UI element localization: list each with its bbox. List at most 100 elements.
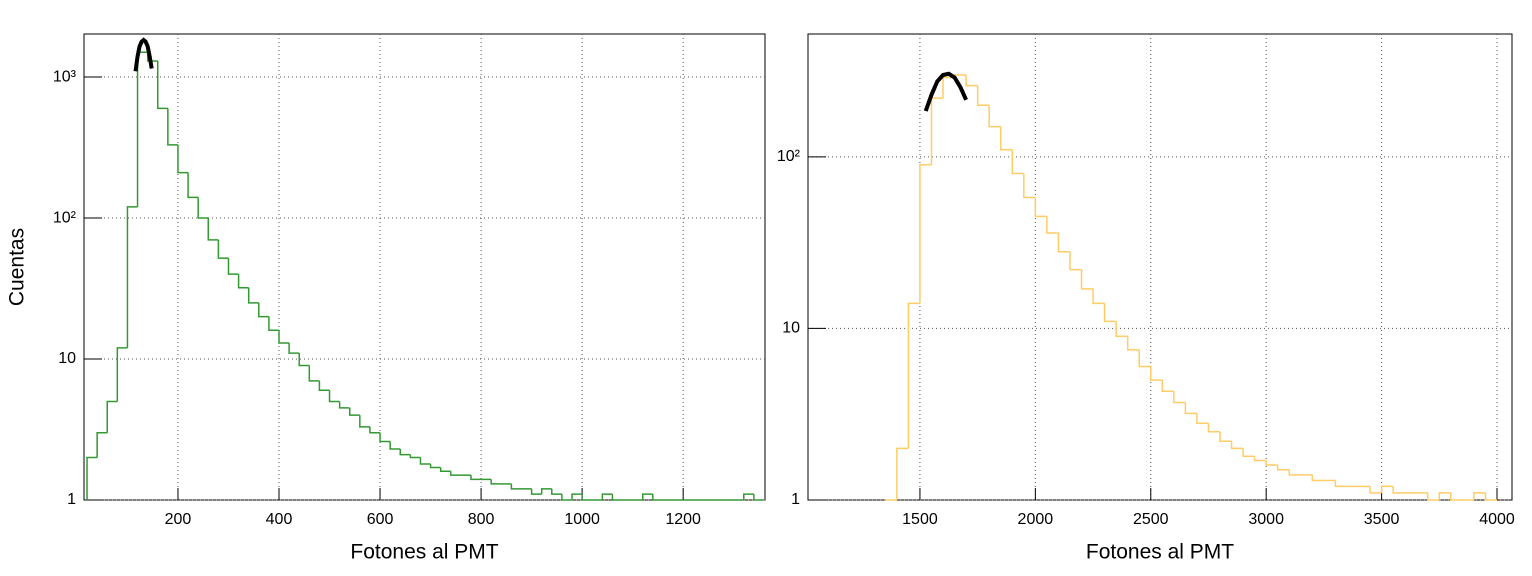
histogram-bin [1438, 492, 1451, 500]
histogram-bin [116, 347, 128, 402]
histogram-bin [1230, 441, 1244, 450]
histogram-bin [1207, 423, 1221, 433]
histogram-bin [551, 488, 562, 495]
x-axis-title: Fotones al PMT [350, 541, 498, 564]
histogram-bin [126, 206, 138, 348]
histogram-bin [197, 197, 209, 219]
histogram-bin [167, 108, 178, 146]
histogram-bin [561, 494, 573, 501]
histogram-bin [348, 407, 360, 416]
histogram-bin [419, 457, 431, 465]
histogram-bin [530, 488, 542, 495]
histogram-bin [1080, 269, 1094, 290]
histogram-bin [338, 401, 350, 409]
histogram-bin [288, 342, 300, 354]
histogram-bin [1311, 474, 1324, 482]
histogram-bin [439, 467, 451, 472]
histogram-bin [359, 415, 370, 428]
histogram-bin [942, 76, 955, 99]
histogram-bin [1427, 492, 1440, 501]
histogram-bin [247, 287, 259, 304]
histogram-bin [743, 493, 754, 500]
histogram-bin [136, 51, 148, 207]
x-axis-title: Fotones al PMT [1086, 541, 1234, 564]
histogram-bin [258, 302, 269, 318]
histogram-bin [1276, 464, 1290, 471]
histogram-bin [450, 471, 461, 476]
histogram-bin [1092, 288, 1105, 305]
histogram-bin [1253, 456, 1267, 462]
histogram-bin [237, 274, 249, 289]
histogram-bin [157, 60, 168, 110]
histogram-bin [581, 494, 593, 501]
histogram-bin [641, 493, 653, 500]
histogram-bin [470, 475, 482, 481]
x-tick-label: 4000 [1479, 511, 1515, 528]
histogram-bin [227, 258, 239, 275]
histogram-bin [571, 493, 583, 500]
histogram-bin [753, 494, 764, 501]
histogram-bin [1023, 173, 1036, 199]
y-tick-label: 10² [53, 209, 77, 226]
histogram-bin [86, 456, 98, 500]
histogram-bin [328, 390, 340, 403]
histogram-bin [177, 144, 189, 174]
x-tick-label: 400 [266, 511, 293, 528]
histogram-bin [652, 494, 663, 501]
x-tick-label: 200 [165, 511, 192, 528]
histogram-bin [399, 449, 411, 456]
histogram-bin [298, 353, 310, 367]
histogram-bin [1334, 480, 1347, 488]
y-tick-label: 1 [67, 491, 76, 508]
histogram-bin [976, 85, 990, 106]
x-tick-label: 600 [367, 511, 394, 528]
histogram-bin [1161, 380, 1174, 393]
histogram-bin [379, 432, 391, 443]
histogram-bin [1380, 485, 1394, 493]
histogram-bin [1184, 402, 1197, 415]
x-tick-label: 800 [468, 511, 495, 528]
x-tick-label: 3500 [1364, 511, 1400, 528]
histogram-bin [207, 218, 219, 241]
histogram-bin [318, 380, 330, 392]
histogram-bin [1046, 216, 1059, 234]
fit-curve [133, 37, 154, 72]
histogram-bin [1011, 149, 1024, 175]
x-tick-label: 2000 [1018, 511, 1054, 528]
histogram-bin [490, 479, 502, 485]
x-tick-label: 2500 [1133, 511, 1169, 528]
histogram-bin [919, 163, 932, 304]
plot-frame [807, 33, 1513, 501]
histogram-bin [601, 493, 613, 500]
y-axis-title: Cuentas [6, 228, 29, 306]
histogram-bin [278, 330, 290, 344]
fit-curve [923, 71, 968, 112]
histogram-bin [96, 431, 108, 458]
histogram-bin [907, 302, 920, 449]
histogram-bin [540, 488, 552, 495]
y-tick-label: 10 [782, 320, 800, 337]
histogram-bin [930, 97, 944, 165]
histogram-bin [429, 464, 441, 469]
histogram-bin [1242, 448, 1255, 457]
histogram-bin [1369, 486, 1382, 494]
histogram-bin [896, 447, 909, 500]
y-tick-label: 10³ [53, 68, 77, 85]
x-tick-label: 1500 [902, 511, 938, 528]
histogram-bin [369, 426, 381, 434]
histogram-bin [1450, 492, 1463, 501]
histogram-bin [409, 454, 421, 459]
x-tick-label: 1200 [665, 511, 701, 528]
histogram-bin [1173, 391, 1186, 404]
histogram-bin [1115, 321, 1128, 338]
histogram-bin [1150, 366, 1163, 381]
histogram-bin [988, 105, 1001, 128]
plot-frame [83, 33, 766, 501]
histogram-bin [999, 126, 1013, 151]
histogram-bin [965, 74, 978, 87]
histogram-bin [510, 483, 522, 490]
x-tick-label: 3000 [1248, 511, 1284, 528]
histogram-bin [611, 494, 623, 501]
histogram-bin [1034, 197, 1047, 218]
